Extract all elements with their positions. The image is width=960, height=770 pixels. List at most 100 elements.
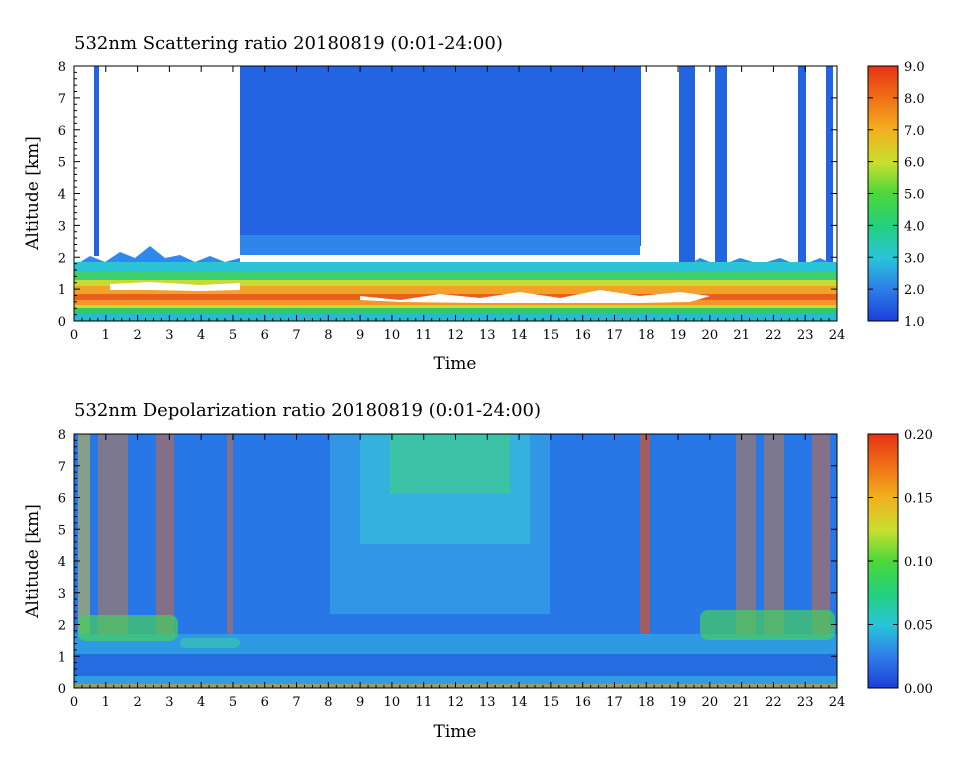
top-y-tick-label: 8 bbox=[58, 60, 66, 75]
top-colorbar-tick-label: 8.0 bbox=[904, 92, 925, 107]
top-x-tick-label: 10 bbox=[384, 328, 401, 343]
bottom-x-tick-label: 4 bbox=[197, 695, 205, 710]
top-x-tick-label: 7 bbox=[292, 328, 300, 343]
bottom-x-tick-label: 2 bbox=[133, 695, 141, 710]
top-colorbar-tick-label: 6.0 bbox=[904, 156, 925, 171]
bottom-y-tick-label: 2 bbox=[58, 619, 66, 634]
top-y-axis: 0 1 2 3 4 5 6 7 8 bbox=[58, 60, 837, 330]
bottom-y-tick-label: 3 bbox=[58, 587, 66, 602]
bottom-y-tick-label: 7 bbox=[58, 460, 66, 475]
top-colorbar-tick-label: 5.0 bbox=[904, 188, 925, 203]
top-colorbar-tick-label: 1.0 bbox=[904, 315, 925, 330]
top-gap-right bbox=[641, 66, 837, 256]
top-x-tick-label: 6 bbox=[261, 328, 269, 343]
bottom-x-tick-label: 23 bbox=[797, 695, 814, 710]
bottom-colorbar-tick-label: 0.20 bbox=[904, 428, 933, 443]
bottom-x-tick-label: 0 bbox=[70, 695, 78, 710]
bot-blob-mid bbox=[180, 638, 240, 648]
bottom-colorbar-tick-label: 0.05 bbox=[904, 619, 933, 634]
bottom-x-axis: 0 1 2 3 4 5 6 7 8 9 10 11 12 13 14 15 16 17 18 19 20 21 22 23 24 bbox=[70, 434, 845, 710]
top-cloud-white bbox=[360, 290, 710, 303]
top-colorbar-tick-label: 2.0 bbox=[904, 283, 925, 298]
bot-noisy-high-3 bbox=[390, 434, 510, 494]
bottom-y-tick-label: 1 bbox=[58, 650, 66, 665]
bottom-y-tick-label: 4 bbox=[58, 555, 66, 570]
bot-low-band bbox=[74, 634, 837, 654]
bot-column-6 bbox=[764, 434, 784, 634]
bot-column-5 bbox=[736, 434, 756, 634]
bottom-x-tick-label: 19 bbox=[670, 695, 687, 710]
top-x-tick-label: 16 bbox=[574, 328, 591, 343]
top-col-4 bbox=[826, 66, 833, 266]
bottom-x-tick-label: 8 bbox=[324, 695, 332, 710]
bottom-x-tick-label: 10 bbox=[384, 695, 401, 710]
bot-column-4 bbox=[640, 434, 650, 634]
bottom-colorbar-tick-label: 0.15 bbox=[904, 492, 933, 507]
top-x-tick-label: 22 bbox=[765, 328, 782, 343]
top-x-tick-label: 18 bbox=[638, 328, 655, 343]
bottom-y-tick-label: 5 bbox=[58, 523, 66, 538]
top-y-tick-label: 3 bbox=[58, 219, 66, 234]
bottom-y-axis-label: Altitude [km] bbox=[23, 504, 43, 619]
top-colorbar-tick-label: 3.0 bbox=[904, 251, 925, 266]
bottom-x-tick-label: 7 bbox=[292, 695, 300, 710]
bottom-y-tick-label: 6 bbox=[58, 492, 66, 507]
bottom-chart-title: 532nm Depolarization ratio 20180819 (0:0… bbox=[74, 400, 541, 421]
bot-column-7 bbox=[812, 434, 830, 634]
top-colorbar-tick-label: 7.0 bbox=[904, 124, 925, 139]
bottom-x-tick-label: 24 bbox=[829, 695, 846, 710]
top-x-tick-label: 20 bbox=[702, 328, 719, 343]
bottom-x-tick-label: 20 bbox=[702, 695, 719, 710]
top-x-tick-label: 2 bbox=[133, 328, 141, 343]
top-bl-lower-orange bbox=[74, 300, 837, 306]
top-x-axis: 0 1 2 3 4 5 6 7 8 9 10 11 12 13 14 15 16 17 18 19 20 21 22 23 24 bbox=[70, 66, 845, 343]
top-x-tick-label: 17 bbox=[606, 328, 623, 343]
top-colorbar-tick-label: 9.0 bbox=[904, 60, 925, 75]
bottom-x-tick-label: 13 bbox=[479, 695, 496, 710]
bottom-x-tick-label: 16 bbox=[574, 695, 591, 710]
top-x-tick-label: 3 bbox=[165, 328, 173, 343]
top-x-tick-label: 5 bbox=[229, 328, 237, 343]
bottom-x-tick-label: 6 bbox=[261, 695, 269, 710]
top-x-tick-label: 8 bbox=[324, 328, 332, 343]
top-x-tick-label: 1 bbox=[102, 328, 110, 343]
bottom-x-axis-label: Time bbox=[434, 722, 477, 742]
top-y-tick-label: 6 bbox=[58, 124, 66, 139]
top-colorbar-ticks: 1.0 2.0 3.0 4.0 5.0 6.0 7.0 8.0 9.0 bbox=[868, 60, 925, 330]
top-bl-lower-yellow bbox=[74, 305, 837, 309]
top-x-tick-label: 15 bbox=[543, 328, 560, 343]
top-chart-title: 532nm Scattering ratio 20180819 (0:01-24… bbox=[74, 33, 503, 54]
bottom-colorbar-tick-label: 0.10 bbox=[904, 555, 933, 570]
top-heatmap-field bbox=[74, 66, 837, 321]
bot-column-0 bbox=[78, 434, 90, 634]
top-x-axis-label: Time bbox=[434, 354, 477, 374]
top-x-tick-label: 21 bbox=[733, 328, 750, 343]
top-x-tick-label: 11 bbox=[415, 328, 432, 343]
bottom-x-tick-label: 22 bbox=[765, 695, 782, 710]
top-y-tick-label: 0 bbox=[58, 315, 66, 330]
top-y-tick-label: 7 bbox=[58, 92, 66, 107]
bottom-y-tick-label: 8 bbox=[58, 428, 66, 443]
top-x-tick-label: 19 bbox=[670, 328, 687, 343]
top-bl-yellow bbox=[74, 280, 837, 288]
bottom-colorbar-tick-label: 0.00 bbox=[904, 682, 933, 697]
top-bl-green bbox=[74, 272, 837, 282]
top-x-tick-label: 12 bbox=[447, 328, 464, 343]
bottom-x-tick-label: 9 bbox=[356, 695, 364, 710]
bot-blob-left bbox=[78, 615, 178, 641]
bottom-x-tick-label: 15 bbox=[543, 695, 560, 710]
bottom-x-tick-label: 11 bbox=[415, 695, 432, 710]
bottom-x-tick-label: 12 bbox=[447, 695, 464, 710]
bot-blob-right bbox=[700, 610, 835, 640]
bottom-x-tick-label: 18 bbox=[638, 695, 655, 710]
bot-column-1 bbox=[98, 434, 128, 634]
top-cloud-white-left bbox=[110, 282, 240, 291]
top-x-tick-label: 13 bbox=[479, 328, 496, 343]
top-y-tick-label: 5 bbox=[58, 156, 66, 171]
top-col-3 bbox=[798, 66, 806, 266]
top-col-2 bbox=[715, 66, 727, 266]
top-col-5 bbox=[94, 66, 99, 256]
top-x-tick-label: 4 bbox=[197, 328, 205, 343]
top-x-tick-label: 23 bbox=[797, 328, 814, 343]
